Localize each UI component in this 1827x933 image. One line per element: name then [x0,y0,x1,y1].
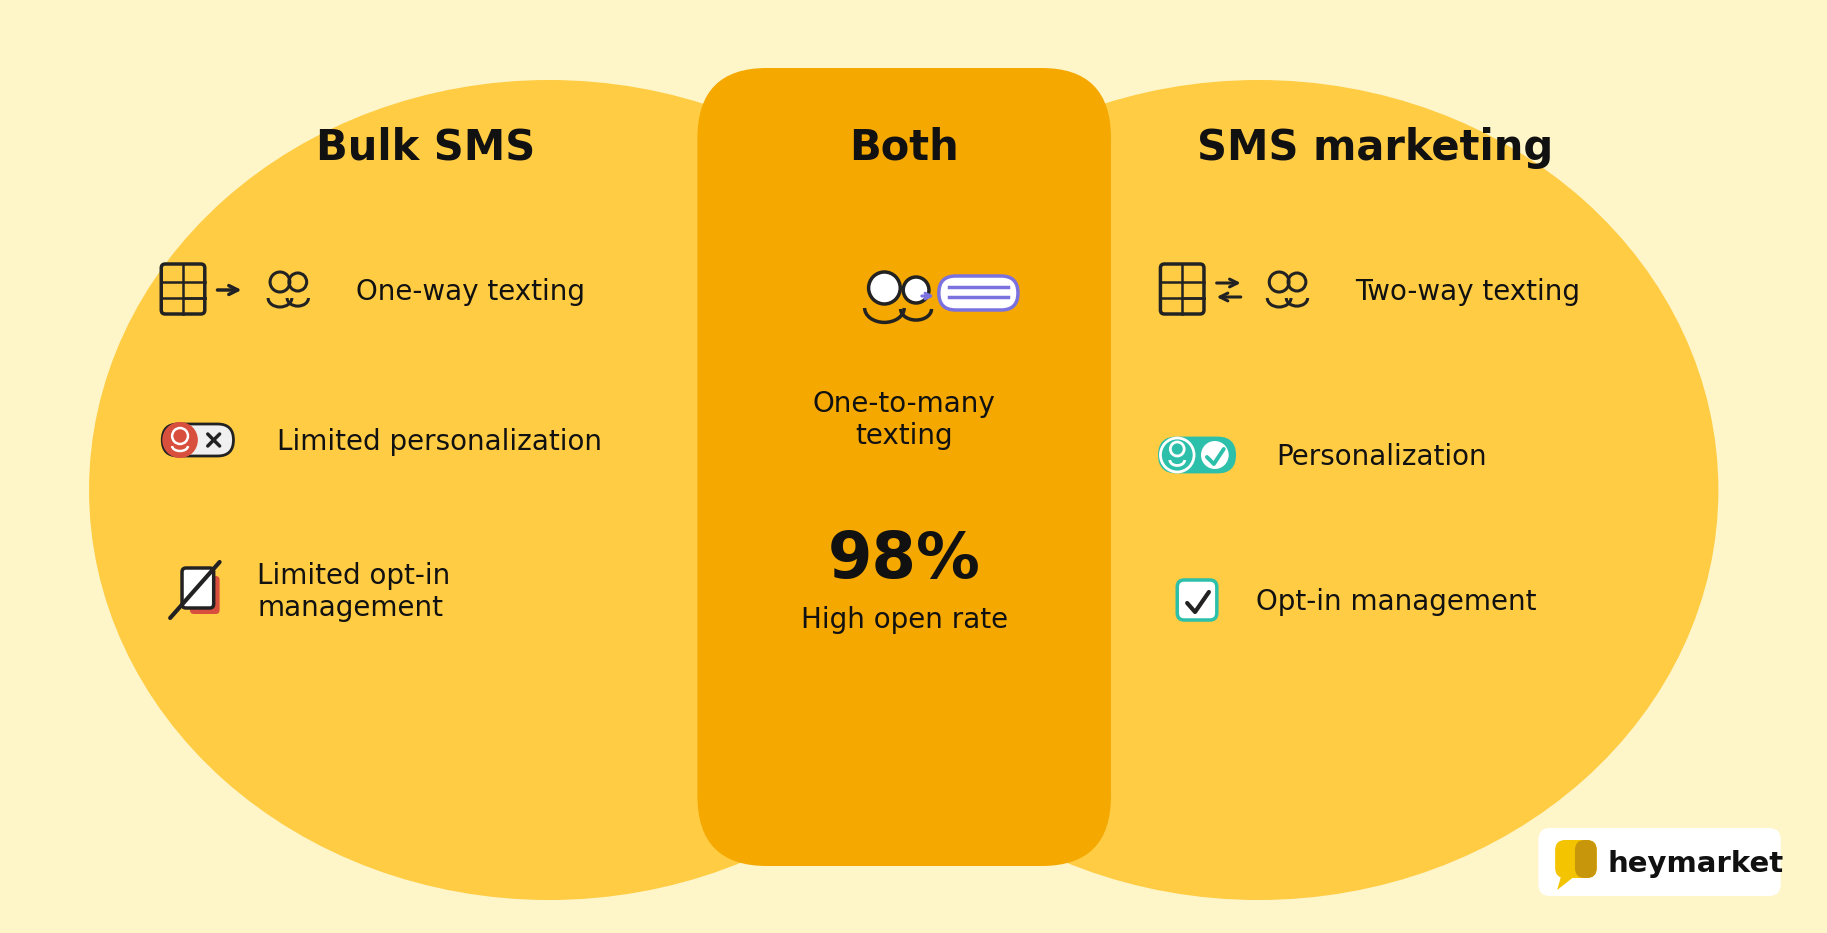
Text: Personalization: Personalization [1277,443,1487,471]
Text: heymarket: heymarket [1608,850,1783,878]
Text: Two-way texting: Two-way texting [1356,278,1580,306]
FancyBboxPatch shape [190,576,219,614]
Text: SMS marketing: SMS marketing [1197,127,1553,169]
Text: Limited opt-in
management: Limited opt-in management [258,562,451,622]
Text: Both: Both [850,127,959,169]
Polygon shape [1557,876,1575,890]
Text: One-to-many
texting: One-to-many texting [813,390,996,451]
Circle shape [1160,438,1195,472]
FancyBboxPatch shape [1555,840,1597,878]
FancyBboxPatch shape [698,68,1111,866]
Text: One-way texting: One-way texting [356,278,585,306]
FancyBboxPatch shape [183,568,214,608]
Circle shape [868,272,901,304]
FancyBboxPatch shape [163,424,234,456]
FancyBboxPatch shape [1177,580,1217,620]
Text: High open rate: High open rate [800,606,1009,634]
Text: 98%: 98% [828,529,981,591]
Ellipse shape [798,80,1719,900]
FancyBboxPatch shape [18,18,1790,915]
Ellipse shape [90,80,1009,900]
Text: Bulk SMS: Bulk SMS [316,127,535,169]
Circle shape [1200,441,1230,469]
FancyBboxPatch shape [1575,840,1597,878]
FancyBboxPatch shape [1160,438,1235,472]
FancyBboxPatch shape [939,276,1018,310]
Circle shape [903,277,928,303]
Text: Limited personalization: Limited personalization [278,428,603,456]
FancyBboxPatch shape [1538,828,1781,896]
Text: Opt-in management: Opt-in management [1257,588,1537,616]
Circle shape [163,422,197,458]
